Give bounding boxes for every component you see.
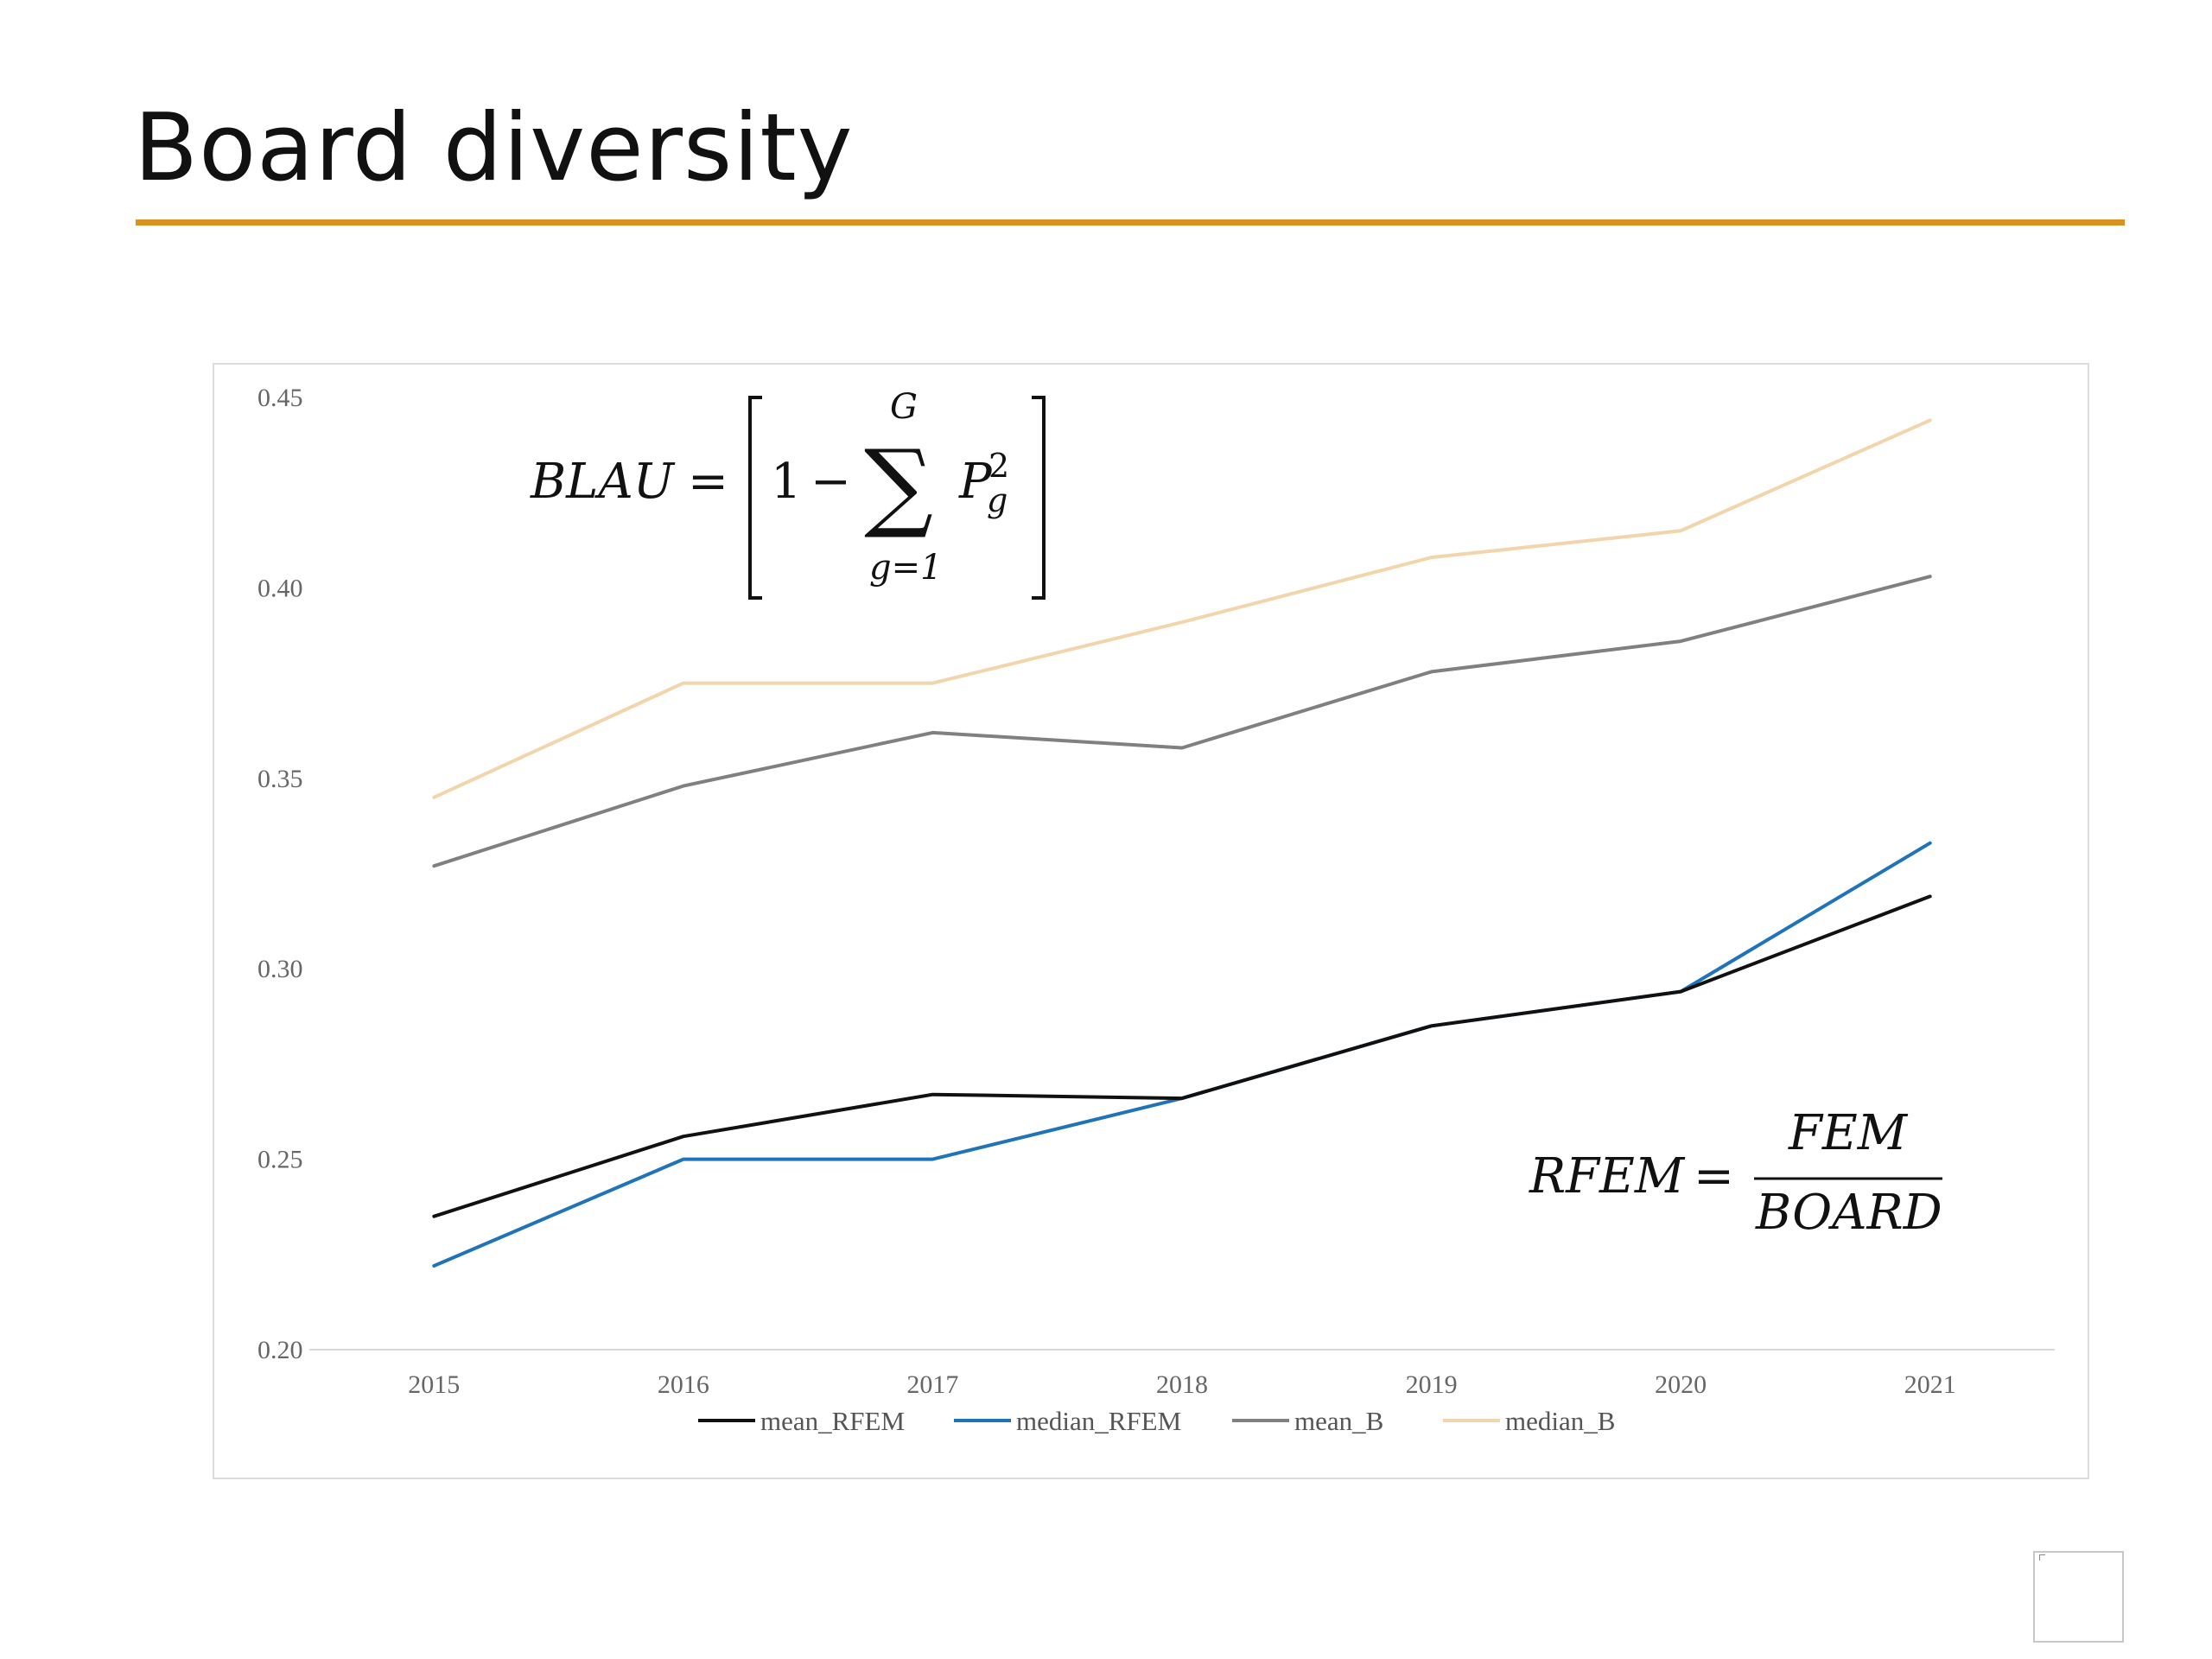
blau-lhs: BLAU [530,454,676,510]
x-tick-label: 2015 [408,1370,460,1399]
x-tick-label: 2018 [1156,1370,1208,1399]
legend-label: mean_RFEM [760,1406,905,1436]
x-tick-label: 2016 [658,1370,709,1399]
sum-symbol: ∑ [864,429,933,542]
y-tick-label: 0.30 [257,955,303,983]
rfem-lhs: RFEM [1529,1148,1686,1205]
y-tick-label: 0.40 [257,574,303,602]
page-thumbnail[interactable] [2033,1551,2124,1643]
legend-label: mean_B [1294,1406,1383,1436]
series-line-mean-b [432,575,1932,868]
x-tick-label: 2017 [906,1370,958,1399]
rfem-equals: = [1694,1148,1734,1205]
legend-label: median_B [1505,1406,1615,1436]
rfem-denominator: BOARD [1755,1185,1942,1241]
rfem-numerator: FEM [1788,1105,1909,1161]
chart-frame: 0.20 0.25 0.30 0.35 0.40 0.45 2015 2016 2017 201… [213,363,2089,1479]
rfem-equation: RFEM = FEM BOARD [1529,1105,1942,1241]
blau-equation: BLAU = 1 − ∑ G g=1 P g 2 [530,387,1046,600]
y-tick-label: 0.45 [257,384,303,412]
blau-term: P [958,454,993,510]
y-tick-label: 0.25 [257,1146,303,1174]
left-bracket [748,396,762,600]
blau-minus: − [810,454,851,510]
x-tick-label: 2021 [1904,1370,1956,1399]
y-tick-label: 0.35 [257,765,303,793]
blau-one: 1 [771,454,802,510]
corner-mark-icon [2039,1554,2045,1560]
blau-term-subscript: g [987,481,1007,519]
right-bracket [1032,396,1046,600]
blau-equals: = [688,454,728,510]
series-lines [432,418,1932,1268]
series-line-median-b [432,418,1932,799]
series-line-mean-rfem [432,894,1932,1218]
x-tick-label: 2019 [1406,1370,1458,1399]
x-tick-label: 2020 [1655,1370,1707,1399]
legend: mean_RFEM median_RFEM mean_B median_B [698,1406,1615,1436]
y-axis-ticks: 0.20 0.25 0.30 0.35 0.40 0.45 [257,384,303,1364]
y-tick-label: 0.20 [257,1336,303,1364]
sum-upper-limit: G [890,387,918,427]
title-underline [136,219,2125,226]
sum-lower-limit: g=1 [869,548,943,588]
legend-label: median_RFEM [1016,1406,1181,1436]
blau-term-superscript: 2 [988,447,1009,485]
x-axis-ticks: 2015 2016 2017 2018 2019 2020 2021 [408,1370,1955,1399]
slide-title: Board diversity [134,94,854,202]
line-chart: 0.200.250.300.350.400.45 2015 2016 2017 201… [257,384,2055,1436]
